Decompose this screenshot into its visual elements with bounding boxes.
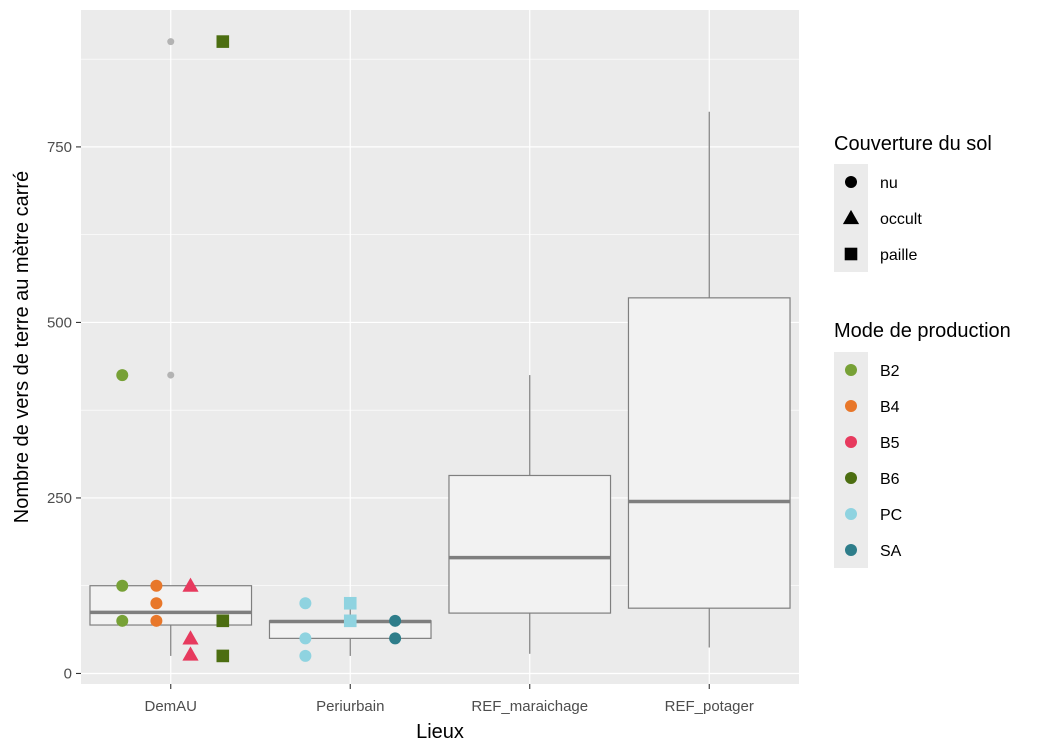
legend-key-PC xyxy=(845,508,857,520)
legend-key-B4 xyxy=(845,400,857,412)
data-point xyxy=(389,632,402,645)
legend-color: Mode de production B2 B4 B5 B6 PC SA xyxy=(834,320,1011,568)
legend-key-B2 xyxy=(845,364,857,376)
data-point xyxy=(116,579,129,592)
data-point xyxy=(182,630,199,645)
legend-key-B5 xyxy=(845,436,857,448)
legend-key-paille xyxy=(844,247,858,261)
data-point xyxy=(389,614,402,627)
boxes xyxy=(89,111,791,656)
legend-label-PC: PC xyxy=(880,507,902,524)
legend-label-paille: paille xyxy=(880,247,917,264)
legend-label-B6: B6 xyxy=(880,471,900,488)
legend-key-B6 xyxy=(845,472,857,484)
outlier-point xyxy=(167,38,175,46)
data-point xyxy=(216,649,230,663)
outlier-point xyxy=(167,371,175,379)
data-point xyxy=(299,597,312,610)
legend-key-occult xyxy=(842,209,860,225)
legend-color-title: Mode de production xyxy=(834,320,1011,342)
legend-shape-title: Couverture du sol xyxy=(834,133,992,155)
data-point xyxy=(116,369,129,382)
legend-color-key-bg xyxy=(834,352,868,568)
x-axis-ticks: DemAU Periurbain REF_maraichage REF_potager xyxy=(144,684,754,715)
legend-label-B5: B5 xyxy=(880,435,900,452)
box-body xyxy=(448,474,612,614)
y-tick-label: 250 xyxy=(47,490,72,507)
data-point xyxy=(299,632,312,645)
y-tick-label: 0 xyxy=(64,665,72,682)
data-point xyxy=(216,35,230,48)
legend-label-B4: B4 xyxy=(880,399,900,416)
data-point xyxy=(150,579,163,592)
data-point xyxy=(182,646,199,661)
data-point xyxy=(216,614,230,628)
legend-label-B2: B2 xyxy=(880,363,900,380)
data-point xyxy=(343,596,357,610)
legend-key-SA xyxy=(845,544,857,556)
data-point xyxy=(182,577,199,592)
legend-key-nu xyxy=(845,176,857,188)
legend-label-SA: SA xyxy=(880,543,902,560)
box-body xyxy=(627,297,791,609)
x-tick-label: Periurbain xyxy=(316,698,384,715)
data-point xyxy=(150,597,163,610)
data-point xyxy=(343,614,357,628)
data-point xyxy=(116,614,129,627)
data-point xyxy=(150,614,163,627)
x-tick-label: DemAU xyxy=(144,698,197,715)
data-points xyxy=(116,35,402,663)
x-tick-label: REF_maraichage xyxy=(471,698,588,715)
box-REF_maraichage xyxy=(448,375,612,654)
y-tick-label: 500 xyxy=(47,314,72,331)
box-REF_potager xyxy=(627,111,791,648)
y-axis-title: Nombre de vers de terre au mètre carré xyxy=(11,171,33,523)
y-axis-ticks: 0 250 500 750 xyxy=(47,139,81,682)
x-axis-title: Lieux xyxy=(416,721,464,742)
y-tick-label: 750 xyxy=(47,139,72,156)
legend-label-occult: occult xyxy=(880,211,922,228)
data-point xyxy=(299,649,312,662)
outliers xyxy=(167,38,175,379)
x-tick-label: REF_potager xyxy=(665,698,754,715)
legend-label-nu: nu xyxy=(880,175,898,192)
legend-shape: Couverture du sol nu occult paille xyxy=(834,133,992,272)
